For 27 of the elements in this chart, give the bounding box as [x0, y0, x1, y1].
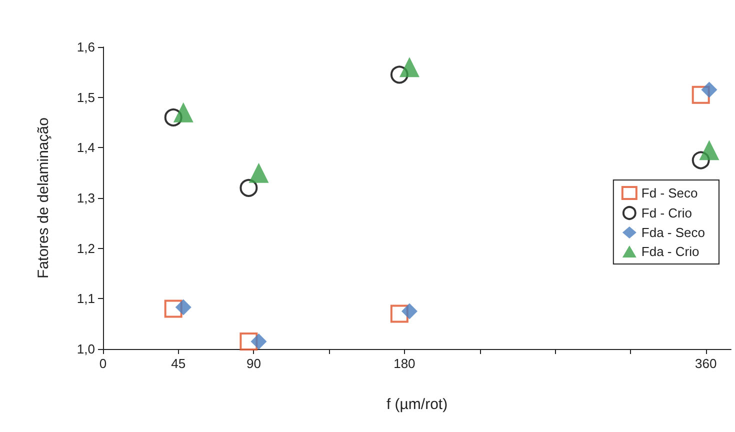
- legend-label: Fd - Seco: [641, 186, 698, 200]
- legend-label: Fda - Seco: [641, 225, 706, 240]
- x-axis-title: f (µm/rot): [386, 396, 448, 413]
- x-tick-label: 0: [99, 356, 107, 371]
- y-tick-label: 1,0: [76, 342, 95, 356]
- point: [248, 162, 269, 183]
- point: [240, 178, 258, 197]
- point: [401, 303, 418, 320]
- point: [250, 333, 267, 350]
- y-tick-label: 1,2: [76, 240, 95, 256]
- x-tick-label: 180: [394, 356, 416, 371]
- x-tick-label: 90: [246, 356, 261, 371]
- point: [699, 140, 720, 160]
- y-tick-label: 1,3: [76, 190, 95, 206]
- legend-label: Fd - Crio: [641, 206, 692, 220]
- x-tick-label: 45: [171, 356, 186, 371]
- y-tick-label: 1,1: [76, 291, 95, 306]
- y-tick-label: 1,5: [76, 90, 95, 105]
- y-tick-label: 1,4: [76, 140, 95, 156]
- y-tick-label: 1,6: [76, 40, 95, 54]
- y-axis-title: Fatores de delaminação: [35, 118, 52, 278]
- legend-label: Fda - Crio: [641, 244, 700, 259]
- point: [701, 82, 718, 98]
- point: [399, 57, 420, 78]
- point: [175, 299, 192, 316]
- x-tick-label: 360: [695, 356, 717, 371]
- point: [173, 102, 194, 122]
